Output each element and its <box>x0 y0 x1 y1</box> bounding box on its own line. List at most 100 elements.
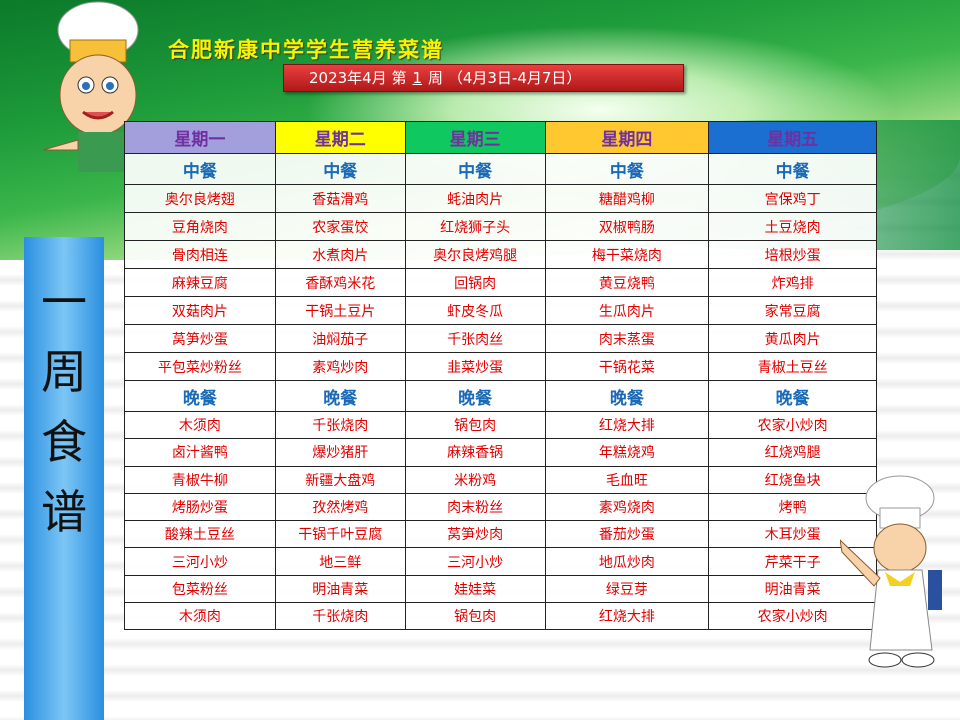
dinner-label: 晚餐 <box>404 380 546 412</box>
dish-cell: 素鸡炒肉 <box>274 352 406 381</box>
lunch-row: 平包菜炒粉丝 素鸡炒肉 韭菜炒蛋 干锅花菜 青椒土豆丝 <box>124 352 877 381</box>
dish-cell: 炸鸡排 <box>708 268 877 297</box>
lunch-label: 中餐 <box>708 153 877 185</box>
dish-cell: 年糕烧鸡 <box>544 438 710 467</box>
dish-cell: 明油青菜 <box>274 574 406 604</box>
dinner-row: 酸辣土豆丝 干锅千叶豆腐 莴笋炒肉 番茄炒蛋 木耳炒蛋 <box>124 520 877 549</box>
day-header-row: 星期一 星期二 星期三 星期四 星期五 <box>124 121 877 154</box>
dish-cell: 地三鲜 <box>274 547 406 576</box>
lunch-row: 豆角烧肉 农家蛋饺 红烧狮子头 双椒鸭肠 土豆烧肉 <box>124 212 877 241</box>
side-char: 周 <box>41 345 87 399</box>
dish-cell: 双椒鸭肠 <box>544 212 710 241</box>
dish-cell: 麻辣豆腐 <box>124 268 276 297</box>
dish-cell: 孜然烤鸡 <box>274 492 406 522</box>
dish-cell: 番茄炒蛋 <box>544 520 710 549</box>
dish-cell: 木须肉 <box>124 602 276 631</box>
side-label: 一 周 食 谱 <box>24 267 104 547</box>
dish-cell: 包菜粉丝 <box>124 574 276 604</box>
menu-table: 星期一 星期二 星期三 星期四 星期五 中餐 中餐 中餐 中餐 中餐 奥尔良烤翅 香菇滑鸡蚝… <box>124 121 877 631</box>
page-title: 合肥新康中学学生营养菜谱 <box>168 37 444 62</box>
dish-cell: 素鸡烧肉 <box>544 492 710 522</box>
dish-cell: 酸辣土豆丝 <box>124 520 276 549</box>
lunch-label: 中餐 <box>544 153 710 185</box>
day-header-thu: 星期四 <box>544 121 710 154</box>
dish-cell: 烤肠炒蛋 <box>124 492 276 522</box>
dinner-label: 晚餐 <box>708 380 877 412</box>
banner-suffix: 周 （4月3日-4月7日） <box>428 69 582 87</box>
dish-cell: 青椒土豆丝 <box>708 352 877 381</box>
dish-cell: 绿豆芽 <box>544 574 710 604</box>
dinner-row: 木须肉 千张烧肉 锅包肉 红烧大排 农家小炒肉 <box>124 602 877 631</box>
dinner-row: 三河小炒 地三鲜 三河小炒 地瓜炒肉 芹菜干子 <box>124 547 877 576</box>
lunch-label: 中餐 <box>124 153 276 185</box>
dish-cell: 爆炒猪肝 <box>274 438 406 467</box>
dish-cell: 红烧狮子头 <box>404 212 546 241</box>
dish-cell: 宫保鸡丁 <box>708 184 877 213</box>
dish-cell: 红烧鸡腿 <box>708 438 877 467</box>
dish-cell: 红烧鱼块 <box>708 465 877 494</box>
dish-cell: 红烧大排 <box>544 410 710 440</box>
dish-cell: 土豆烧肉 <box>708 212 877 241</box>
dinner-row: 卤汁酱鸭 爆炒猪肝 麻辣香锅 年糕烧鸡 红烧鸡腿 <box>124 438 877 467</box>
dish-cell: 骨肉相连 <box>124 240 276 269</box>
dish-cell: 卤汁酱鸭 <box>124 438 276 467</box>
dish-cell: 锅包肉 <box>404 410 546 440</box>
dish-cell: 生瓜肉片 <box>544 296 710 325</box>
lunch-row: 莴笋炒蛋 油焖茄子 千张肉丝 肉末蒸蛋 黄瓜肉片 <box>124 324 877 353</box>
dish-cell: 平包菜炒粉丝 <box>124 352 276 381</box>
lunch-row: 奥尔良烤翅 香菇滑鸡 蚝油肉片 糖醋鸡柳 宫保鸡丁 <box>124 184 877 213</box>
side-char: 谱 <box>41 485 87 539</box>
side-char: 食 <box>41 415 87 469</box>
dish-cell: 毛血旺 <box>544 465 710 494</box>
dish-cell: 肉末蒸蛋 <box>544 324 710 353</box>
dinner-row: 青椒牛柳 新疆大盘鸡 米粉鸡 毛血旺 红烧鱼块 <box>124 465 877 494</box>
dish-cell: 虾皮冬瓜 <box>404 296 546 325</box>
day-header-wed: 星期三 <box>404 121 546 154</box>
dish-cell: 新疆大盘鸡 <box>274 465 406 494</box>
day-header-mon: 星期一 <box>124 121 276 154</box>
week-banner: 2023年4月 第 1 周 （4月3日-4月7日） <box>283 64 684 92</box>
dinner-row: 木须肉 千张烧肉 锅包肉 红烧大排 农家小炒肉 <box>124 410 877 440</box>
dish-cell: 豆角烧肉 <box>124 212 276 241</box>
dish-cell: 蚝油肉片 <box>404 184 546 213</box>
dish-cell: 三河小炒 <box>404 547 546 576</box>
dish-cell: 明油青菜 <box>708 574 877 604</box>
dish-cell: 农家蛋饺 <box>274 212 406 241</box>
dish-cell: 回锅肉 <box>404 268 546 297</box>
dish-cell: 奥尔良烤鸡腿 <box>404 240 546 269</box>
chef-cartoon-right <box>840 475 942 668</box>
lunch-row: 麻辣豆腐 香酥鸡米花 回锅肉 黄豆烧鸭 炸鸡排 <box>124 268 877 297</box>
dish-cell: 干锅花菜 <box>544 352 710 381</box>
dish-cell: 香菇滑鸡 <box>274 184 406 213</box>
chef-cartoon-left <box>42 1 139 172</box>
dish-cell: 麻辣香锅 <box>404 438 546 467</box>
dish-cell: 红烧大排 <box>544 602 710 631</box>
dinner-header-row: 晚餐 晚餐 晚餐 晚餐 晚餐 <box>124 380 877 412</box>
dish-cell: 娃娃菜 <box>404 574 546 604</box>
dish-cell: 农家小炒肉 <box>708 602 877 631</box>
dish-cell: 地瓜炒肉 <box>544 547 710 576</box>
dish-cell: 千张烧肉 <box>274 602 406 631</box>
dish-cell: 糖醋鸡柳 <box>544 184 710 213</box>
dish-cell: 黄瓜肉片 <box>708 324 877 353</box>
dish-cell: 水煮肉片 <box>274 240 406 269</box>
dish-cell: 奥尔良烤翅 <box>124 184 276 213</box>
lunch-label: 中餐 <box>404 153 546 185</box>
lunch-header-row: 中餐 中餐 中餐 中餐 中餐 <box>124 153 877 185</box>
dish-cell: 梅干菜烧肉 <box>544 240 710 269</box>
lunch-row: 双菇肉片 干锅土豆片 虾皮冬瓜 生瓜肉片 家常豆腐 <box>124 296 877 325</box>
dish-cell: 培根炒蛋 <box>708 240 877 269</box>
dinner-row: 包菜粉丝 明油青菜 娃娃菜 绿豆芽 明油青菜 <box>124 574 877 604</box>
dinner-label: 晚餐 <box>544 380 710 412</box>
dish-cell: 三河小炒 <box>124 547 276 576</box>
dish-cell: 木须肉 <box>124 410 276 440</box>
lunch-label: 中餐 <box>274 153 406 185</box>
dish-cell: 油焖茄子 <box>274 324 406 353</box>
banner-prefix: 2023年4月 第 <box>309 69 407 87</box>
dinner-row: 烤肠炒蛋 孜然烤鸡 肉末粉丝 素鸡烧肉 烤鸭 <box>124 492 877 522</box>
dish-cell: 米粉鸡 <box>404 465 546 494</box>
dish-cell: 莴笋炒肉 <box>404 520 546 549</box>
dish-cell: 千张肉丝 <box>404 324 546 353</box>
dish-cell: 韭菜炒蛋 <box>404 352 546 381</box>
side-char: 一 <box>41 275 87 329</box>
